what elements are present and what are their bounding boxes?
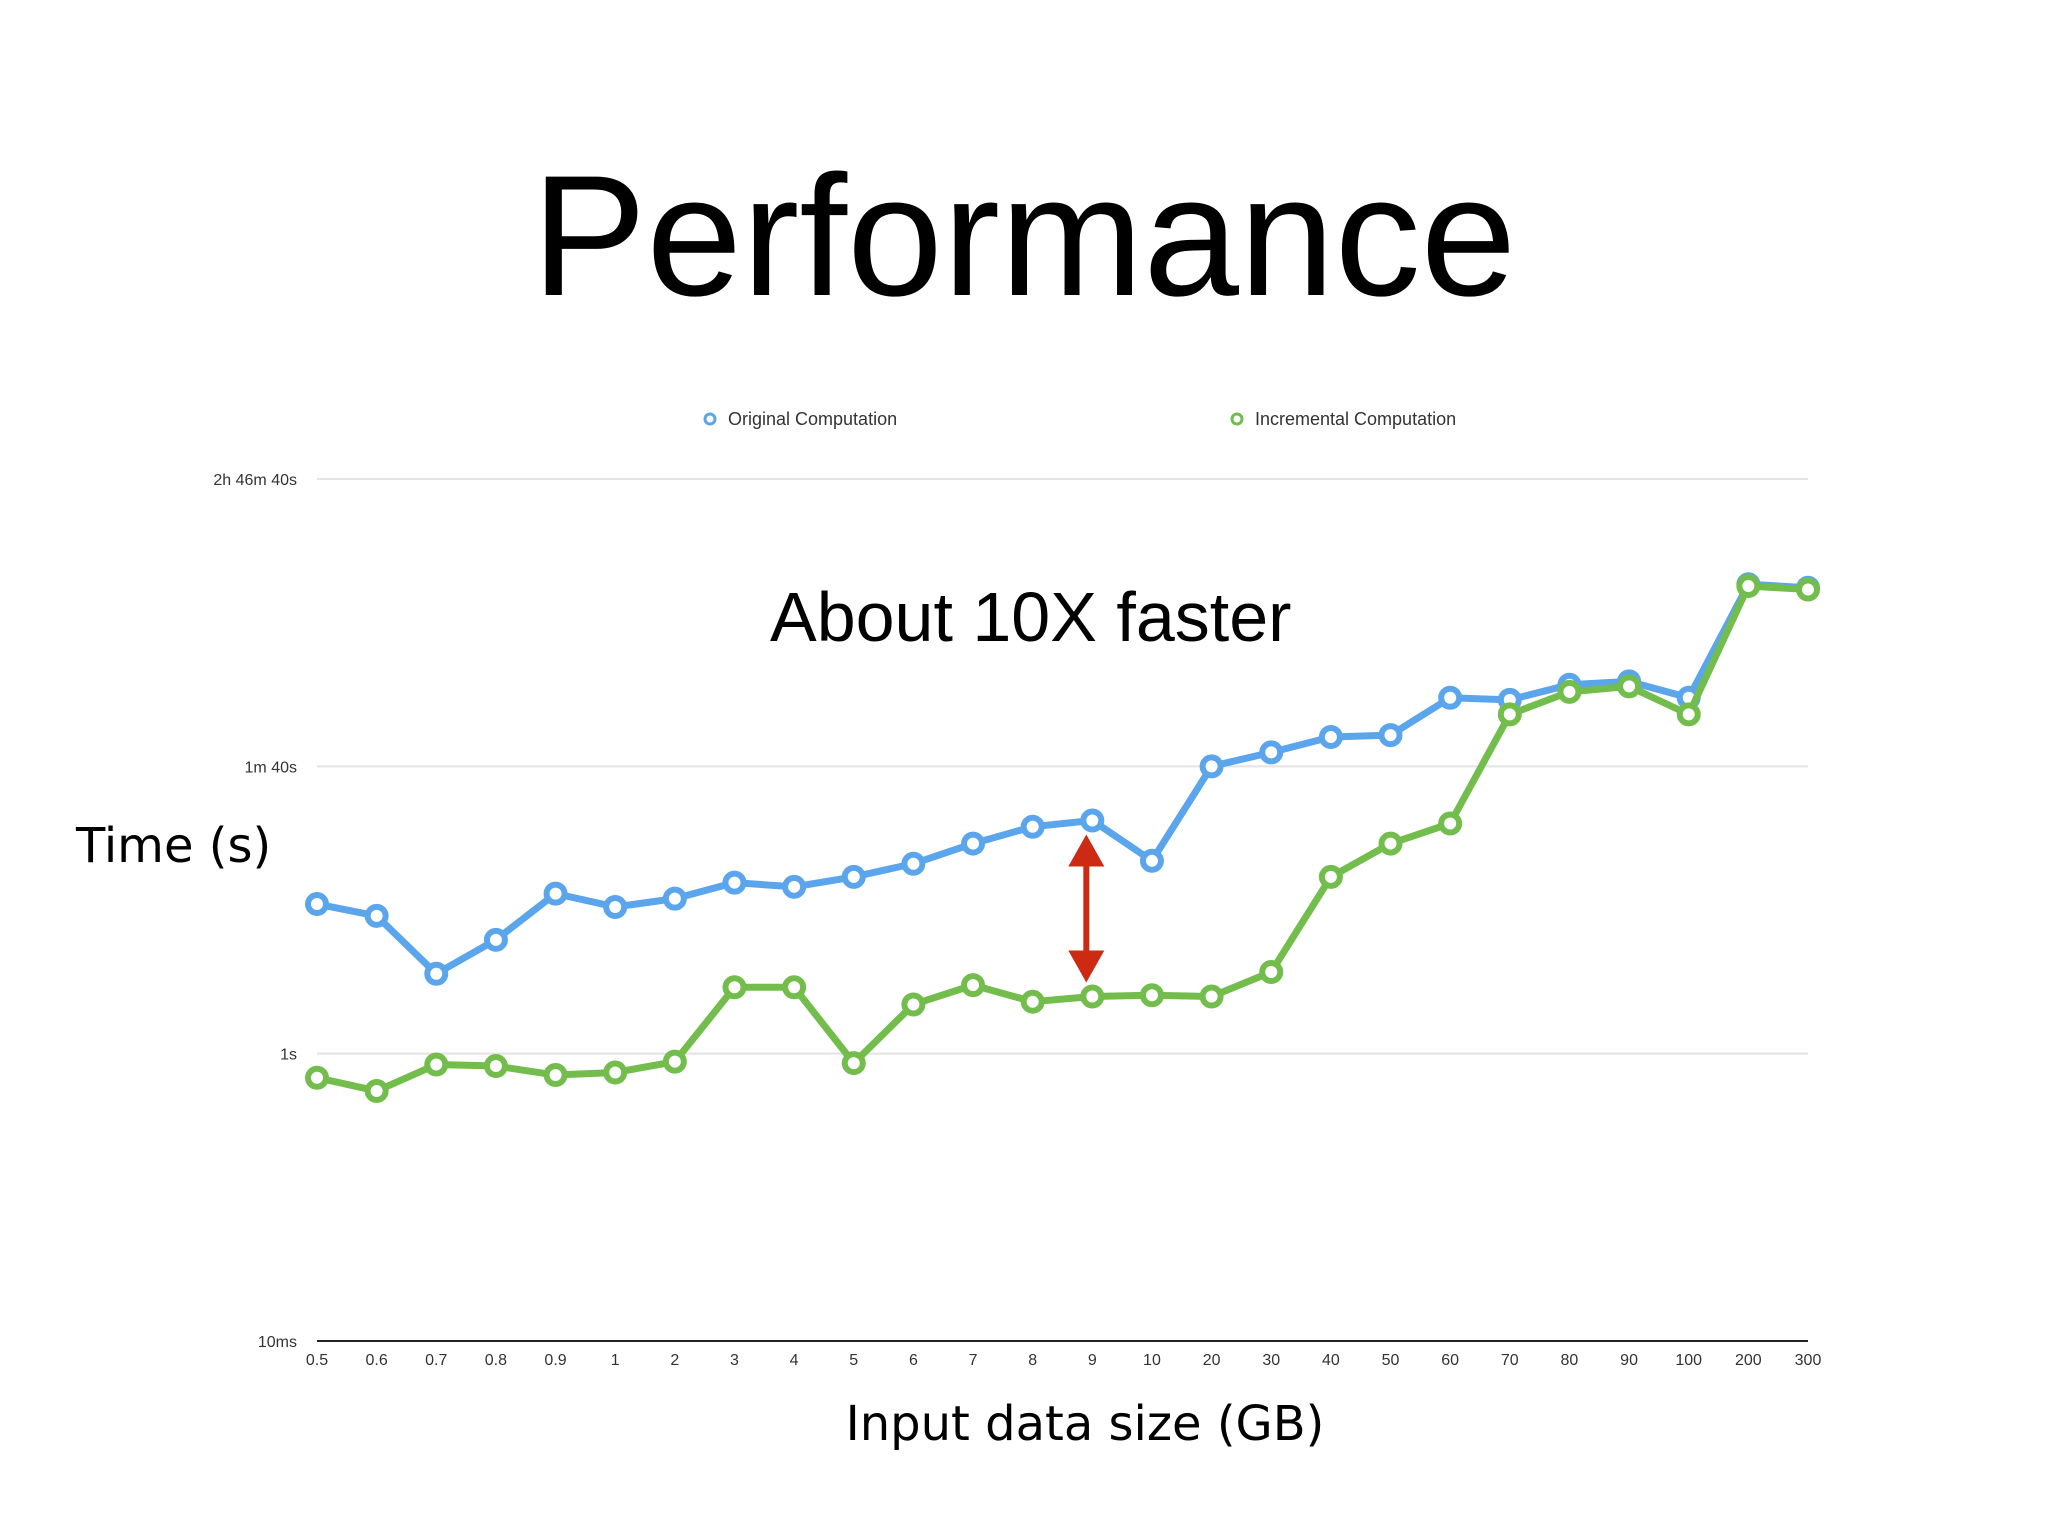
x-tick-label: 2 (670, 1352, 679, 1369)
data-point (782, 975, 807, 1000)
x-tick-label: 200 (1735, 1352, 1762, 1369)
data-point (841, 864, 866, 889)
legend-marker (1230, 412, 1244, 426)
data-point (424, 961, 449, 986)
x-tick-label: 6 (909, 1352, 918, 1369)
data-point (722, 975, 747, 1000)
data-point (364, 1078, 389, 1103)
x-tick-label: 60 (1441, 1352, 1459, 1369)
data-point (1617, 674, 1642, 699)
data-point (543, 1063, 568, 1088)
y-tick-labels: 10ms 1s 1m 40s 2h 46m 40s (213, 472, 297, 1351)
x-axis-title: Input data size (GB) (845, 1396, 1325, 1452)
x-tick-label: 10 (1143, 1352, 1161, 1369)
data-point (901, 851, 926, 876)
x-tick-label: 3 (730, 1352, 739, 1369)
data-point (1318, 725, 1343, 750)
x-tick-label: 0.5 (306, 1352, 328, 1369)
x-tick-label: 80 (1561, 1352, 1579, 1369)
data-point (424, 1052, 449, 1077)
data-point (1199, 754, 1224, 779)
data-point (782, 874, 807, 899)
x-tick-label: 0.6 (366, 1352, 388, 1369)
legend-item: Original Computation (703, 409, 897, 429)
x-tick-label: 70 (1501, 1352, 1519, 1369)
data-point (961, 831, 986, 856)
x-tick-labels: 0.5 0.6 0.7 0.8 0.9 1 2 3 4 5 6 7 8 9 10 20 30 40 50 60 70 80… (306, 1352, 1822, 1369)
data-point (1736, 573, 1761, 598)
speedup-arrow (1068, 834, 1105, 983)
data-point (662, 1049, 687, 1074)
data-point (1259, 740, 1284, 765)
x-tick-label: 100 (1675, 1352, 1702, 1369)
grid-lines (317, 478, 1808, 1055)
legend-label: Incremental Computation (1255, 409, 1456, 429)
x-tick-label: 0.9 (544, 1352, 566, 1369)
x-tick-label: 40 (1322, 1352, 1340, 1369)
data-point (1378, 831, 1403, 856)
series (305, 572, 1820, 1103)
data-point (1080, 808, 1105, 833)
data-point (543, 881, 568, 906)
x-tick-label: 20 (1203, 1352, 1221, 1369)
speedup-annotation: About 10X faster (770, 578, 1292, 656)
data-point (841, 1051, 866, 1076)
x-tick-label: 50 (1382, 1352, 1400, 1369)
x-tick-label: 9 (1088, 1352, 1097, 1369)
data-point (1020, 814, 1045, 839)
data-point (722, 870, 747, 895)
legend-label: Original Computation (728, 409, 897, 429)
data-point (1080, 984, 1105, 1009)
y-tick-label: 10ms (258, 1334, 297, 1351)
x-tick-label: 0.7 (425, 1352, 447, 1369)
data-point (1438, 811, 1463, 836)
x-tick-label: 4 (790, 1352, 799, 1369)
series-line (313, 582, 1812, 1095)
data-point (305, 1065, 329, 1090)
data-point (1796, 577, 1820, 602)
y-axis-title: Time (s) (76, 818, 272, 874)
arrow-head-up (1068, 834, 1105, 867)
data-point (1199, 984, 1224, 1009)
data-point (662, 886, 687, 911)
data-point (305, 892, 329, 917)
data-point (1497, 702, 1522, 727)
x-tick-label: 0.8 (485, 1352, 507, 1369)
data-point (1378, 723, 1403, 748)
data-point (364, 903, 389, 928)
y-tick-label: 1s (280, 1047, 297, 1064)
data-point (603, 1060, 628, 1085)
data-point (1557, 679, 1582, 704)
x-tick-label: 90 (1620, 1352, 1638, 1369)
legend: Original Computation Incremental Computat… (703, 409, 1456, 429)
data-point (901, 992, 926, 1017)
data-point (603, 894, 628, 919)
x-tick-label: 8 (1028, 1352, 1037, 1369)
data-point (1438, 685, 1463, 710)
x-tick-label: 30 (1262, 1352, 1280, 1369)
x-tick-label: 7 (969, 1352, 978, 1369)
data-point (1139, 983, 1164, 1008)
slide-title: Performance (531, 140, 1517, 332)
data-point (1139, 848, 1164, 873)
data-point (1318, 864, 1343, 889)
legend-marker (703, 412, 717, 426)
data-point (961, 973, 986, 998)
data-point (1020, 989, 1045, 1014)
legend-item: Incremental Computation (1230, 409, 1456, 429)
x-tick-label: 1 (611, 1352, 620, 1369)
y-tick-label: 1m 40s (245, 759, 297, 776)
x-tick-label: 5 (849, 1352, 858, 1369)
arrow-head-down (1068, 950, 1105, 983)
y-tick-label: 2h 46m 40s (213, 472, 297, 489)
data-point (1676, 702, 1701, 727)
data-point (483, 1054, 508, 1079)
data-point (1259, 960, 1284, 985)
data-point (483, 927, 508, 952)
series-incremental (305, 573, 1820, 1103)
x-tick-label: 300 (1795, 1352, 1822, 1369)
